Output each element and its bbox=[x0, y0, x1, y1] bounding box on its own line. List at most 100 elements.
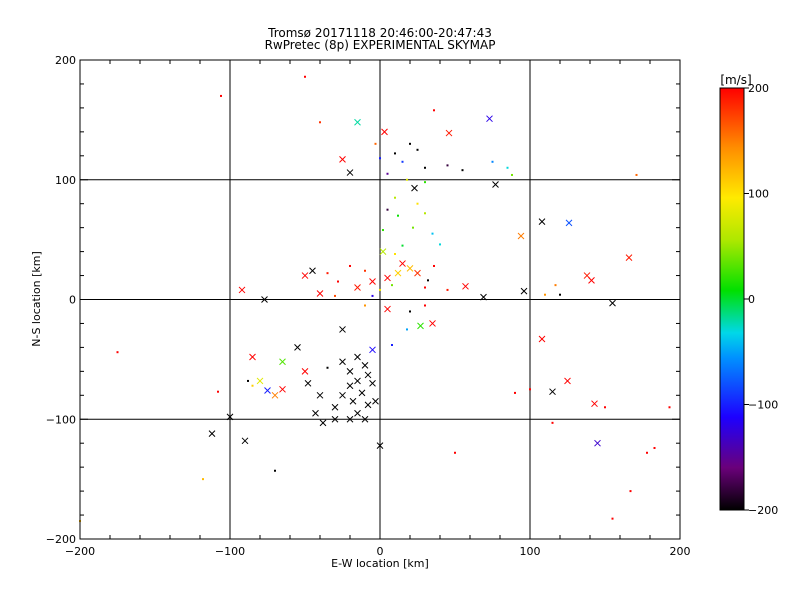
data-point-dot bbox=[506, 166, 509, 169]
x-tick-label: −200 bbox=[65, 545, 95, 558]
x-tick-labels: −200 −100 0 100 200 bbox=[65, 545, 691, 558]
data-point-x bbox=[625, 254, 633, 261]
data-point-dot bbox=[379, 157, 381, 160]
data-point-dot bbox=[386, 208, 389, 211]
data-point-x bbox=[549, 388, 556, 396]
data-point-x bbox=[331, 415, 339, 423]
data-point-dot bbox=[559, 293, 561, 296]
data-point-x bbox=[261, 296, 268, 303]
data-point-dot bbox=[424, 304, 426, 307]
data-point-x bbox=[256, 377, 264, 385]
data-point-dot bbox=[611, 517, 614, 520]
data-point-x bbox=[354, 118, 361, 126]
data-point-x bbox=[364, 401, 372, 409]
data-points bbox=[79, 75, 671, 523]
data-point-dot bbox=[364, 269, 366, 272]
data-point-dot bbox=[412, 226, 414, 229]
data-point-x bbox=[301, 367, 309, 375]
data-point-dot bbox=[379, 288, 381, 291]
data-point-x bbox=[520, 287, 528, 295]
data-point-x bbox=[316, 391, 324, 399]
colorbar-tick-label: 100 bbox=[748, 188, 769, 201]
data-point-dot bbox=[220, 94, 222, 97]
data-point-dot bbox=[217, 390, 219, 393]
data-point-x bbox=[445, 129, 453, 137]
data-point-x bbox=[294, 344, 301, 351]
colorbar-tick-label: −100 bbox=[748, 399, 778, 412]
colorbar-label: [m/s] bbox=[720, 73, 751, 87]
data-point-dot bbox=[334, 294, 336, 297]
data-point-x bbox=[312, 409, 319, 417]
data-point-dot bbox=[431, 232, 434, 235]
data-point-x bbox=[369, 278, 376, 285]
data-point-dot bbox=[337, 280, 339, 283]
data-point-x bbox=[346, 367, 354, 375]
data-point-dot bbox=[653, 446, 656, 449]
data-point-dot bbox=[424, 166, 426, 169]
chart-subtitle: RwPretec (8p) EXPERIMENTAL SKYMAP bbox=[264, 38, 496, 52]
data-point-x bbox=[384, 305, 391, 313]
data-point-x bbox=[346, 415, 354, 423]
data-point-dot bbox=[433, 109, 435, 112]
data-point-x bbox=[301, 272, 309, 279]
data-point-x bbox=[238, 286, 246, 294]
data-point-dot bbox=[439, 243, 441, 246]
data-point-x bbox=[381, 128, 388, 136]
data-point-dot bbox=[394, 252, 396, 255]
data-point-dot bbox=[386, 172, 389, 175]
colorbar-ticks: 200 100 0 −100 −200 bbox=[744, 82, 778, 517]
data-point-dot bbox=[364, 304, 366, 307]
data-point-dot bbox=[409, 310, 411, 313]
y-tick-label: −100 bbox=[46, 413, 76, 426]
data-point-dot bbox=[446, 164, 449, 167]
data-point-x bbox=[319, 419, 327, 427]
data-point-dot bbox=[274, 469, 276, 472]
data-point-dot bbox=[247, 379, 249, 382]
data-point-dot bbox=[461, 169, 464, 172]
data-point-x bbox=[226, 413, 234, 421]
data-point-dot bbox=[551, 421, 554, 424]
data-point-dot bbox=[491, 160, 494, 163]
data-point-x bbox=[331, 403, 339, 411]
data-point-x bbox=[364, 371, 372, 379]
data-point-x bbox=[354, 377, 361, 385]
data-point-x bbox=[349, 397, 357, 405]
data-point-x bbox=[264, 387, 271, 394]
data-point-x bbox=[249, 353, 256, 361]
data-point-x bbox=[594, 439, 601, 447]
data-point-dot bbox=[529, 388, 531, 391]
data-point-dot bbox=[424, 181, 426, 184]
data-point-dot bbox=[454, 451, 456, 454]
data-point-x bbox=[588, 276, 595, 284]
data-point-x bbox=[358, 389, 366, 397]
data-point-dot bbox=[635, 173, 638, 176]
data-point-dot bbox=[446, 288, 449, 291]
data-point-dot bbox=[416, 202, 419, 205]
data-point-dot bbox=[371, 294, 374, 297]
data-point-x bbox=[486, 115, 493, 123]
data-point-dot bbox=[424, 212, 426, 215]
colorbar bbox=[719, 87, 745, 511]
data-point-dot bbox=[406, 328, 408, 331]
data-point-x bbox=[379, 248, 387, 255]
data-point-dot bbox=[319, 121, 321, 124]
data-point-x bbox=[271, 391, 279, 399]
chart-title: Tromsø 20171118 20:46:00-20:47:43 bbox=[268, 26, 492, 40]
data-point-x bbox=[339, 391, 346, 399]
colorbar-tick-label: 0 bbox=[748, 293, 755, 306]
data-point-dot bbox=[406, 178, 408, 181]
data-point-x bbox=[564, 377, 571, 385]
data-point-dot bbox=[391, 344, 393, 347]
data-point-dot bbox=[401, 244, 404, 247]
data-point-dot bbox=[604, 406, 606, 409]
data-point-x bbox=[414, 269, 421, 277]
data-point-dot bbox=[374, 142, 377, 145]
data-point-x bbox=[376, 442, 384, 449]
data-point-dot bbox=[514, 391, 516, 394]
data-point-x bbox=[591, 400, 598, 408]
data-point-x bbox=[361, 362, 369, 369]
data-point-dot bbox=[202, 478, 204, 481]
data-point-dot bbox=[394, 152, 396, 155]
data-point-dot bbox=[424, 286, 426, 289]
y-tick-label: −200 bbox=[46, 533, 76, 546]
